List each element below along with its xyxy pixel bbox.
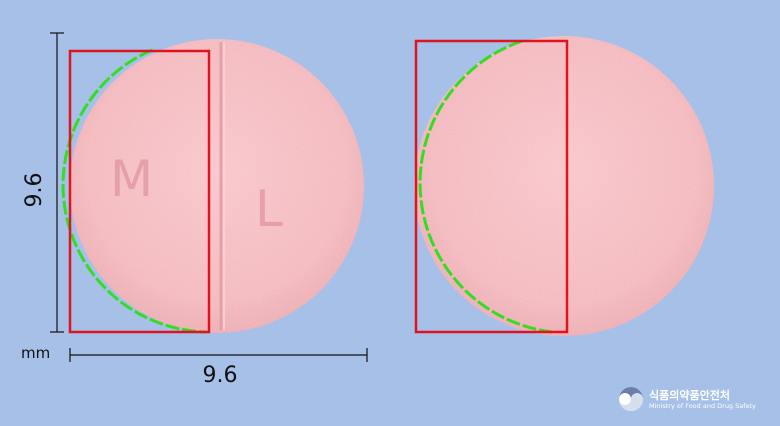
unit-label: mm xyxy=(21,344,51,362)
imprint-left: M xyxy=(110,150,154,208)
mfds-emblem-icon xyxy=(619,387,643,411)
height-label: 9.6 xyxy=(21,172,47,208)
right-bounding-box xyxy=(414,39,569,334)
left-edge-outline xyxy=(61,48,207,334)
tablet-back xyxy=(414,36,714,336)
width-dimension-line xyxy=(69,348,368,362)
height-dimension-line xyxy=(50,32,64,333)
right-edge-outline xyxy=(418,39,553,334)
left-bounding-box xyxy=(68,49,211,334)
logo-korean-text: 식품의약품안전처 xyxy=(649,389,730,402)
logo-english-text: Ministry of Food and Drug Safety xyxy=(649,402,756,410)
tablet-front xyxy=(70,39,364,333)
imprint-right: L xyxy=(255,180,283,238)
width-label: 9.6 xyxy=(202,363,238,388)
